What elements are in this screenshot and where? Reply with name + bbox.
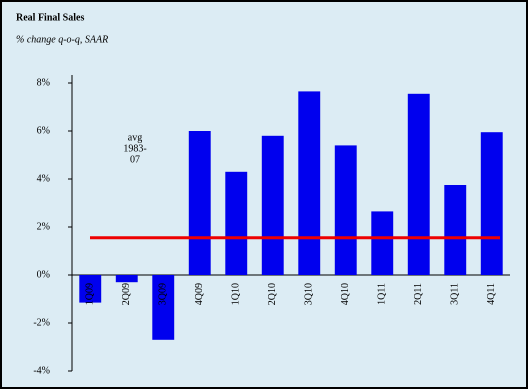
bar	[371, 211, 394, 275]
bar	[115, 275, 138, 283]
bar	[298, 91, 321, 276]
bar	[188, 131, 211, 275]
bar	[444, 185, 467, 275]
y-tick-label: 6%	[37, 125, 50, 136]
bar	[261, 135, 284, 275]
y-tick-label: -2%	[33, 317, 50, 328]
bar	[152, 275, 175, 340]
y-tick-label: 0%	[37, 269, 50, 280]
x-tick-label: 1Q10	[231, 283, 242, 305]
x-tick-label: 1Q09	[85, 283, 96, 305]
x-tick-label: 4Q09	[194, 283, 205, 305]
bar	[79, 275, 102, 303]
x-tick-label: 4Q11	[486, 283, 497, 305]
bar	[225, 171, 248, 275]
x-tick-label: 3Q09	[158, 283, 169, 305]
x-tick-label: 3Q10	[304, 283, 315, 305]
x-tick-label: 4Q10	[340, 283, 351, 305]
annotation: avg	[128, 132, 142, 143]
y-tick-label: 2%	[37, 221, 50, 232]
x-tick-label: 2Q11	[413, 283, 424, 305]
bar	[480, 132, 503, 275]
bar	[334, 145, 357, 275]
annotation: 1983-	[123, 143, 146, 154]
y-tick-label: -4%	[33, 365, 50, 376]
chart-title: Real Final Sales	[16, 12, 84, 23]
chart-subtitle: % change q-o-q, SAAR	[16, 34, 108, 45]
annotation: 07	[130, 154, 140, 165]
bar	[407, 93, 430, 275]
x-tick-label: 2Q10	[267, 283, 278, 305]
y-tick-label: 8%	[37, 77, 50, 88]
y-tick-label: 4%	[37, 173, 50, 184]
x-tick-label: 1Q11	[377, 283, 388, 305]
x-tick-label: 2Q09	[121, 283, 132, 305]
x-tick-label: 3Q11	[450, 283, 461, 305]
